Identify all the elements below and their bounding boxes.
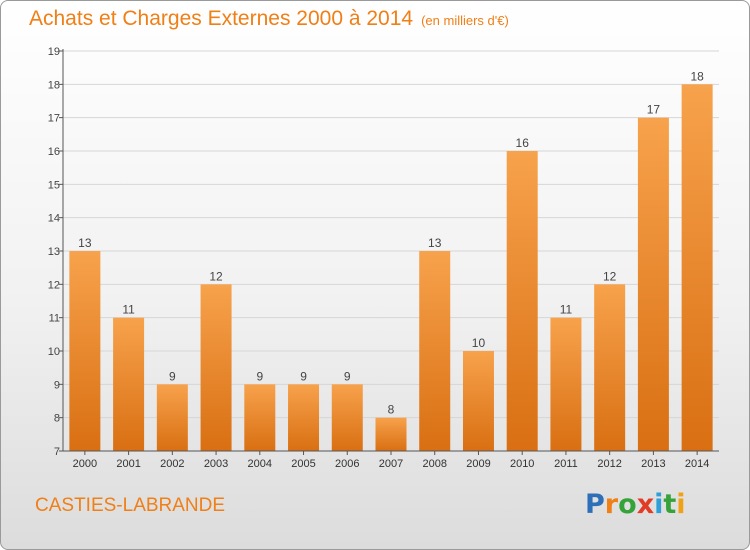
bar — [594, 284, 626, 451]
bar — [69, 251, 101, 451]
logo-letter: x — [636, 489, 655, 520]
bar — [113, 317, 145, 451]
x-tick-label: 2011 — [554, 458, 578, 470]
logo-letter: t — [663, 489, 677, 520]
logo-letter: r — [604, 489, 619, 520]
x-tick-label: 2012 — [597, 458, 621, 470]
data-label: 9 — [344, 369, 351, 383]
y-tick-label: 8 — [54, 413, 60, 425]
commune-name: CASTIES-LABRANDE — [35, 495, 226, 516]
proxiti-logo: Proxiti — [585, 489, 686, 520]
chart-subtitle: (en milliers d'€) — [421, 13, 509, 28]
x-tick-label: 2003 — [204, 458, 228, 470]
x-tick-label: 2005 — [291, 458, 315, 470]
data-label: 9 — [300, 369, 307, 383]
bar — [462, 351, 494, 451]
bar — [419, 251, 451, 451]
y-tick-label: 18 — [48, 79, 60, 91]
data-label: 17 — [647, 103, 661, 117]
y-tick-label: 13 — [48, 246, 60, 258]
bar — [200, 284, 232, 451]
data-label: 8 — [388, 403, 395, 417]
y-tick-label: 16 — [48, 146, 60, 158]
bar — [331, 384, 363, 451]
data-label: 13 — [428, 236, 442, 250]
y-tick-label: 12 — [48, 279, 60, 291]
data-label: 12 — [603, 269, 617, 283]
x-tick-label: 2013 — [641, 458, 665, 470]
logo-letter: i — [676, 489, 686, 520]
x-tick-label: 2008 — [422, 458, 446, 470]
bar — [244, 384, 276, 451]
data-label: 9 — [256, 369, 263, 383]
logo-letter: o — [618, 489, 637, 520]
data-label: 11 — [122, 303, 135, 317]
logo-letter: P — [585, 489, 605, 520]
bars — [69, 84, 713, 452]
y-tick-label: 15 — [48, 179, 60, 191]
data-label: 12 — [209, 269, 223, 283]
x-tick-label: 2004 — [248, 458, 272, 470]
bar — [637, 117, 669, 452]
bar — [550, 317, 582, 451]
y-tick-label: 17 — [48, 113, 60, 125]
data-label: 18 — [690, 69, 704, 83]
x-tick-label: 2006 — [335, 458, 359, 470]
bar — [375, 417, 407, 451]
y-tick-label: 19 — [48, 46, 60, 58]
bar — [288, 384, 320, 451]
bar — [156, 384, 188, 451]
data-label: 16 — [516, 136, 530, 150]
x-tick-label: 2002 — [160, 458, 184, 470]
y-tick-label: 11 — [49, 313, 60, 325]
x-tick-label: 2009 — [466, 458, 490, 470]
bar — [506, 151, 538, 451]
x-tick-label: 2007 — [379, 458, 403, 470]
x-tick-label: 2010 — [510, 458, 534, 470]
x-tick-label: 2001 — [116, 458, 140, 470]
y-tick-label: 9 — [54, 379, 60, 391]
x-tick-label: 2000 — [73, 458, 97, 470]
axes: 7 8 9 10 11 12 13 14 15 16 17 18 19 2000 2001 2002 2003 2… — [48, 46, 719, 470]
data-label: 10 — [472, 336, 486, 350]
chart-title-text: Achats et Charges Externes 2000 à 2014 — [29, 7, 414, 30]
y-tick-label: 14 — [48, 213, 60, 225]
y-tick-label: 10 — [48, 346, 60, 358]
data-labels: 13 11 9 12 9 9 9 8 13 10 16 11 12 17 18 — [78, 69, 704, 416]
data-label: 9 — [169, 369, 176, 383]
bar — [681, 84, 713, 451]
data-label: 11 — [560, 303, 573, 317]
data-label: 13 — [78, 236, 92, 250]
y-tick-label: 7 — [54, 446, 60, 458]
logo-letter: i — [654, 489, 664, 520]
chart-title: Achats et Charges Externes 2000 à 2014 (e… — [29, 7, 509, 31]
x-tick-label: 2014 — [685, 458, 709, 470]
